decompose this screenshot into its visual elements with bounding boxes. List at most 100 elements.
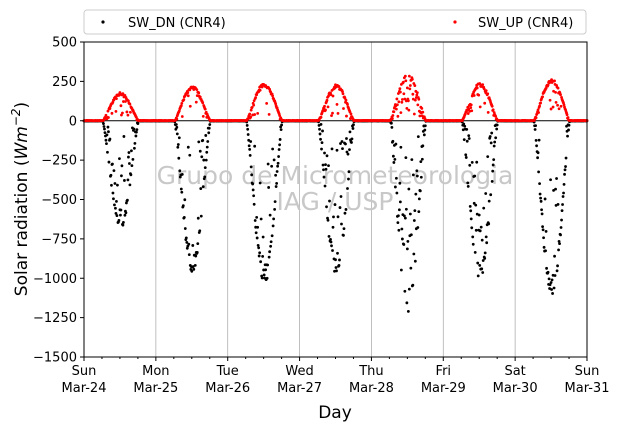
data-point: [391, 154, 395, 158]
data-point: [123, 213, 127, 217]
data-point: [552, 189, 555, 192]
data-point: [419, 160, 423, 164]
data-point: [407, 187, 411, 191]
data-point: [266, 162, 270, 166]
data-point: [421, 110, 425, 114]
data-point: [398, 200, 402, 204]
data-point: [331, 111, 334, 115]
data-point: [553, 274, 557, 277]
data-point: [556, 264, 559, 268]
data-point: [130, 149, 133, 153]
data-point: [417, 197, 421, 201]
data-point: [262, 268, 266, 272]
data-point: [554, 90, 557, 94]
data-point: [400, 227, 404, 231]
data-point: [484, 89, 488, 93]
data-point: [476, 261, 480, 265]
data-point: [538, 192, 542, 196]
data-point: [205, 150, 209, 154]
data-point: [404, 207, 408, 211]
data-point: [176, 145, 180, 149]
data-point: [486, 110, 490, 114]
x-tick-label-day-5: Fri: [436, 364, 452, 379]
data-point: [405, 107, 409, 110]
data-point: [121, 223, 125, 227]
data-point: [466, 181, 470, 185]
data-point: [479, 225, 483, 229]
data-point: [251, 188, 255, 192]
data-point: [534, 116, 538, 120]
data-point: [256, 111, 260, 115]
x-tick-label-date-0: Mar-24: [62, 381, 107, 396]
data-point: [202, 158, 206, 162]
data-point: [115, 214, 119, 217]
data-point: [538, 182, 541, 185]
data-point: [392, 161, 396, 164]
data-point: [120, 174, 123, 178]
data-point: [324, 167, 328, 171]
data-point: [481, 271, 485, 274]
data-point: [393, 185, 397, 189]
data-point: [330, 244, 333, 248]
data-point: [550, 278, 554, 282]
data-point: [488, 135, 492, 138]
data-point: [416, 135, 420, 139]
data-point: [187, 253, 191, 257]
data-point: [554, 101, 558, 104]
data-point: [478, 263, 482, 267]
data-point: [319, 115, 323, 119]
data-point: [208, 123, 212, 126]
legend: SW_DN (CNR4) SW_UP (CNR4): [83, 9, 587, 35]
data-point: [349, 112, 353, 116]
data-point: [175, 132, 179, 136]
data-point: [562, 183, 566, 186]
data-point: [186, 91, 190, 95]
data-point: [486, 155, 490, 159]
data-point: [557, 248, 560, 252]
data-point: [338, 258, 341, 262]
data-point: [270, 234, 274, 238]
x-tick-label-date-7: Mar-31: [565, 381, 610, 396]
data-point: [122, 135, 126, 138]
data-point: [536, 108, 540, 112]
data-point: [326, 218, 330, 222]
data-point: [271, 147, 275, 151]
data-point: [252, 194, 256, 198]
y-tick-label-4: −500: [41, 193, 77, 208]
data-point: [551, 105, 555, 109]
data-point: [404, 156, 408, 160]
data-point: [347, 177, 350, 181]
watermark: Grupo de Micrometeorologia IAG / USP: [157, 161, 514, 216]
data-point: [561, 195, 565, 198]
data-point: [184, 236, 188, 240]
data-point: [474, 228, 478, 232]
data-point: [537, 138, 541, 142]
data-point: [419, 175, 423, 179]
data-point: [267, 255, 271, 259]
data-point: [348, 130, 352, 134]
data-point: [329, 240, 333, 244]
data-point: [536, 151, 540, 155]
data-point: [192, 267, 196, 271]
data-point: [127, 151, 131, 154]
data-point: [119, 104, 123, 108]
data-point: [553, 254, 556, 258]
data-point: [342, 227, 346, 231]
data-point: [249, 140, 253, 143]
data-point: [558, 242, 561, 246]
data-point: [464, 156, 468, 159]
data-point: [411, 92, 415, 96]
data-point: [408, 212, 412, 216]
data-point: [132, 127, 136, 131]
x-tick-label-day-7: Sun: [575, 364, 600, 379]
data-point: [422, 133, 426, 137]
data-point: [491, 163, 495, 167]
data-point: [539, 196, 542, 200]
data-point: [478, 82, 482, 85]
data-point: [248, 154, 252, 157]
data-point: [537, 170, 540, 174]
data-point: [126, 178, 130, 182]
data-point: [473, 174, 477, 178]
data-point: [417, 210, 421, 214]
data-point: [195, 88, 199, 91]
